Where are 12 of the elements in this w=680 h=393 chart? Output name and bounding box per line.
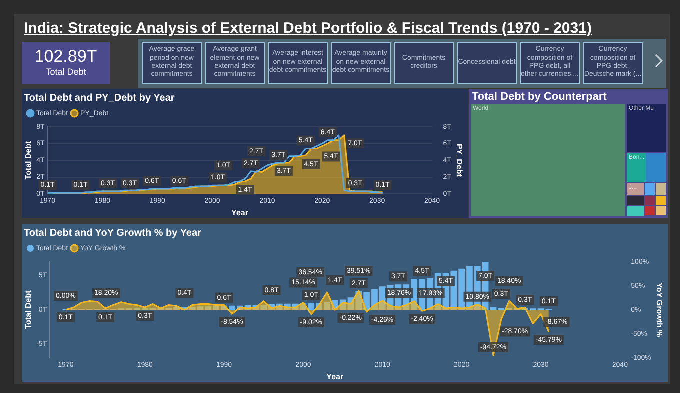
y2-axis-title: YoY Growth % [654, 282, 664, 338]
chart-title: Total Debt and YoY Growth % by Year [24, 228, 202, 239]
text: 102.89T [34, 47, 98, 67]
x-axis-title: Year [326, 372, 344, 382]
y-axis-title: Total Debt [24, 290, 34, 330]
y-axis-title: Total Debt [24, 140, 34, 180]
chart-title: Total Debt and PY_Debt by Year [24, 92, 175, 104]
text: Total Debt by Counterpart [472, 91, 607, 103]
y2-axis-title: PY_Debt [454, 144, 464, 178]
text: India: Strategic Analysis of External Debt Portfolio & Fiscal Trends (1970 - 2031) [24, 20, 592, 37]
x-axis-title: Year [232, 208, 248, 218]
text: Total Debt [44, 67, 88, 77]
